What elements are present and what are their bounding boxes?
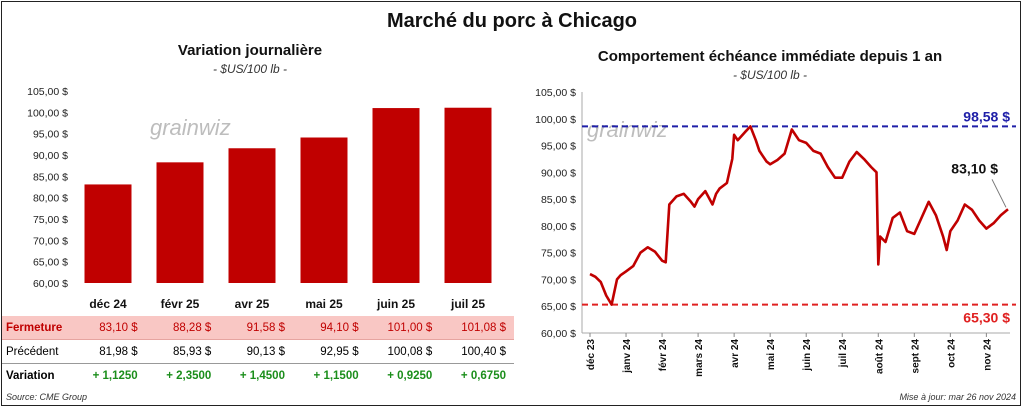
x-tick-label: mars 24 <box>694 339 705 377</box>
y-tick-label: 90,00 $ <box>33 150 68 162</box>
bar <box>444 107 492 283</box>
right-chart-unit: - $US/100 lb - <box>732 68 808 82</box>
x-tick-label: juil 24 <box>838 339 849 369</box>
right-chart-title: Comportement échéance immédiate depuis 1… <box>597 48 943 65</box>
y-tick-label: 65,00 $ <box>33 257 68 269</box>
price-series-line <box>589 125 1009 306</box>
x-tick-label: févr 24 <box>658 339 669 372</box>
prev-label: Précédent <box>2 339 72 364</box>
bar-chart: 60,00 $ 65,00 $ 70,00 $ 75,00 $ 80,00 $ 85,00… <box>27 86 492 311</box>
x-tick-label: juil 25 <box>450 297 485 311</box>
var-value: + 1,1500 <box>313 369 359 382</box>
y-tick-label: 100,00 $ <box>535 114 576 126</box>
x-tick-label: avr 25 <box>235 297 270 311</box>
var-value: + 0,6750 <box>460 369 506 382</box>
x-tick-label: déc 24 <box>89 297 127 311</box>
last-value-label: 83,10 $ <box>951 160 998 176</box>
x-tick-label: mai 25 <box>305 297 343 311</box>
y-tick-label: 80,00 $ <box>33 193 68 205</box>
var-value: + 2,3500 <box>166 369 212 382</box>
y-tick-label: 85,00 $ <box>541 194 576 206</box>
var-value: + 1,4500 <box>239 369 285 382</box>
prev-value: 100,08 $ <box>366 339 441 364</box>
x-tick-label: oct 24 <box>946 339 957 368</box>
prev-value: 100,40 $ <box>440 339 514 364</box>
x-tick-label: févr 25 <box>161 297 200 311</box>
x-tick-label: avr 24 <box>730 339 741 368</box>
y-tick-label: 70,00 $ <box>541 274 576 286</box>
close-value: 88,28 $ <box>145 316 220 340</box>
close-value: 94,10 $ <box>292 316 367 340</box>
y-tick-label: 70,00 $ <box>33 235 68 247</box>
table-row-variation: Variation + 1,1250 + 2,3500 + 1,4500 + 1… <box>2 364 514 388</box>
close-value: 101,08 $ <box>440 316 514 340</box>
prev-value: 85,93 $ <box>145 339 220 364</box>
x-tick-label: déc 23 <box>586 339 597 371</box>
y-tick-label: 65,00 $ <box>541 301 576 313</box>
close-value: 83,10 $ <box>72 316 146 340</box>
y-tick-label: 95,00 $ <box>541 141 576 153</box>
max-label: 98,58 $ <box>963 108 1010 124</box>
page-title: Marché du porc à Chicago <box>386 10 638 32</box>
table-row-close: Fermeture 83,10 $ 88,28 $ 91,58 $ 94,10 … <box>2 316 514 340</box>
y-tick-label: 75,00 $ <box>541 248 576 260</box>
prev-value: 90,13 $ <box>219 339 293 364</box>
source-note: Source: CME Group <box>6 392 88 402</box>
prev-value: 92,95 $ <box>292 339 367 364</box>
close-value: 91,58 $ <box>219 316 293 340</box>
table-row-prev: Précédent 81,98 $ 85,93 $ 90,13 $ 92,95 … <box>2 339 514 364</box>
y-tick-label: 85,00 $ <box>33 171 68 183</box>
y-tick-label: 80,00 $ <box>541 221 576 233</box>
bar <box>300 137 348 283</box>
y-tick-label: 100,00 $ <box>27 107 68 119</box>
bar <box>156 162 204 283</box>
y-tick-label: 75,00 $ <box>33 214 68 226</box>
watermark: grainwiz <box>587 117 668 142</box>
line-chart: 60,00 $ 65,00 $ 70,00 $ 75,00 $ 80,00 $ 85,00… <box>535 87 1016 377</box>
y-tick-label: 95,00 $ <box>33 129 68 141</box>
close-label: Fermeture <box>2 316 72 340</box>
bar <box>84 184 132 283</box>
y-tick-label: 60,00 $ <box>33 278 68 290</box>
y-tick-label: 90,00 $ <box>541 167 576 179</box>
x-tick-label: mai 24 <box>766 339 777 371</box>
y-tick-label: 60,00 $ <box>541 328 576 340</box>
prev-value: 81,98 $ <box>72 339 146 364</box>
watermark: grainwiz <box>150 115 231 140</box>
x-tick-label: sept 24 <box>910 339 921 374</box>
x-tick-label: nov 24 <box>982 339 993 371</box>
x-tick-label: janv 24 <box>622 339 633 374</box>
x-tick-label: août 24 <box>874 339 885 374</box>
var-value: + 1,1250 <box>92 369 138 382</box>
last-value-leader <box>991 179 1007 208</box>
left-chart-title: Variation journalière <box>177 42 323 59</box>
price-table: Fermeture 83,10 $ 88,28 $ 91,58 $ 94,10 … <box>2 316 514 387</box>
bar <box>372 108 420 283</box>
y-tick-label: 105,00 $ <box>535 87 576 99</box>
var-value: + 0,9250 <box>387 369 433 382</box>
close-value: 101,00 $ <box>366 316 441 340</box>
var-label: Variation <box>6 369 55 382</box>
bar <box>228 148 276 283</box>
min-label: 65,30 $ <box>963 310 1010 326</box>
y-tick-label: 105,00 $ <box>27 86 68 98</box>
x-tick-label: juin 24 <box>802 339 813 372</box>
left-chart-unit: - $US/100 lb - <box>212 62 288 76</box>
x-tick-label: juin 25 <box>376 297 415 311</box>
update-note: Mise à jour: mar 26 nov 2024 <box>899 392 1016 402</box>
